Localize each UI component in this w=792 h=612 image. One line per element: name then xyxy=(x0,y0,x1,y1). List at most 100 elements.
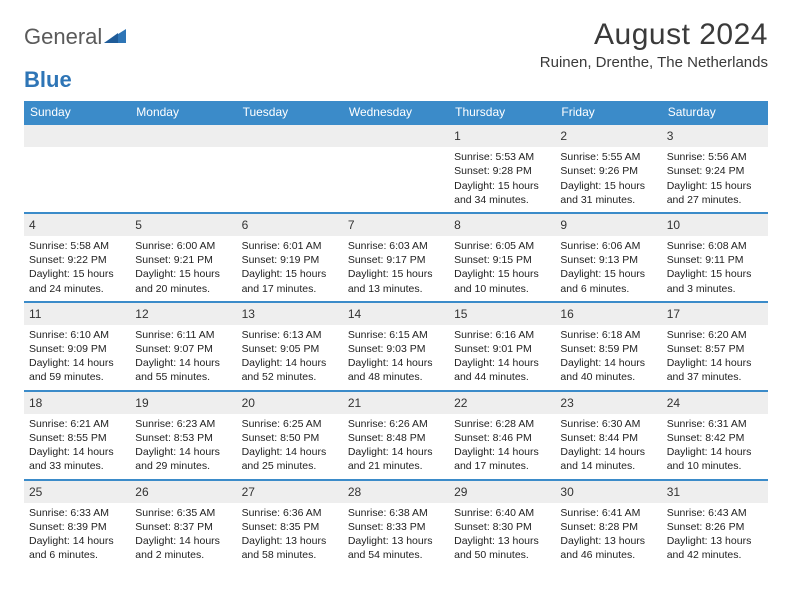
sunset-text: Sunset: 8:44 PM xyxy=(560,431,656,445)
day-cell xyxy=(24,125,130,212)
day-details: Sunrise: 6:31 AMSunset: 8:42 PMDaylight:… xyxy=(662,414,768,479)
week-row: 4Sunrise: 5:58 AMSunset: 9:22 PMDaylight… xyxy=(24,212,768,301)
calendar-page: General August 2024 Ruinen, Drenthe, The… xyxy=(0,0,792,579)
week-row: 1Sunrise: 5:53 AMSunset: 9:28 PMDaylight… xyxy=(24,123,768,212)
week-row: 18Sunrise: 6:21 AMSunset: 8:55 PMDayligh… xyxy=(24,390,768,479)
weekday-thu: Thursday xyxy=(449,101,555,123)
daylight-text: Daylight: 15 hours and 17 minutes. xyxy=(242,267,338,295)
sunrise-text: Sunrise: 6:36 AM xyxy=(242,506,338,520)
day-number: 23 xyxy=(555,392,661,414)
day-cell: 21Sunrise: 6:26 AMSunset: 8:48 PMDayligh… xyxy=(343,392,449,479)
day-details: Sunrise: 6:26 AMSunset: 8:48 PMDaylight:… xyxy=(343,414,449,479)
day-details: Sunrise: 6:10 AMSunset: 9:09 PMDaylight:… xyxy=(24,325,130,390)
daylight-text: Daylight: 15 hours and 10 minutes. xyxy=(454,267,550,295)
day-number: 9 xyxy=(555,214,661,236)
sunrise-text: Sunrise: 6:10 AM xyxy=(29,328,125,342)
day-cell: 12Sunrise: 6:11 AMSunset: 9:07 PMDayligh… xyxy=(130,303,236,390)
sunrise-text: Sunrise: 6:23 AM xyxy=(135,417,231,431)
sunset-text: Sunset: 9:11 PM xyxy=(667,253,763,267)
sunrise-text: Sunrise: 6:38 AM xyxy=(348,506,444,520)
day-details: Sunrise: 6:06 AMSunset: 9:13 PMDaylight:… xyxy=(555,236,661,301)
day-details: Sunrise: 6:23 AMSunset: 8:53 PMDaylight:… xyxy=(130,414,236,479)
sunrise-text: Sunrise: 6:16 AM xyxy=(454,328,550,342)
day-details: Sunrise: 6:30 AMSunset: 8:44 PMDaylight:… xyxy=(555,414,661,479)
day-cell: 20Sunrise: 6:25 AMSunset: 8:50 PMDayligh… xyxy=(237,392,343,479)
daylight-text: Daylight: 13 hours and 46 minutes. xyxy=(560,534,656,562)
day-cell: 25Sunrise: 6:33 AMSunset: 8:39 PMDayligh… xyxy=(24,481,130,568)
day-cell: 15Sunrise: 6:16 AMSunset: 9:01 PMDayligh… xyxy=(449,303,555,390)
daylight-text: Daylight: 15 hours and 31 minutes. xyxy=(560,179,656,207)
day-details: Sunrise: 6:33 AMSunset: 8:39 PMDaylight:… xyxy=(24,503,130,568)
day-number xyxy=(237,125,343,147)
sunrise-text: Sunrise: 6:05 AM xyxy=(454,239,550,253)
logo-blue-text: Blue xyxy=(24,67,72,93)
day-details: Sunrise: 6:15 AMSunset: 9:03 PMDaylight:… xyxy=(343,325,449,390)
week-row: 25Sunrise: 6:33 AMSunset: 8:39 PMDayligh… xyxy=(24,479,768,568)
sunset-text: Sunset: 9:22 PM xyxy=(29,253,125,267)
day-details: Sunrise: 5:56 AMSunset: 9:24 PMDaylight:… xyxy=(662,147,768,212)
day-cell: 4Sunrise: 5:58 AMSunset: 9:22 PMDaylight… xyxy=(24,214,130,301)
sunset-text: Sunset: 8:39 PM xyxy=(29,520,125,534)
sunrise-text: Sunrise: 5:53 AM xyxy=(454,150,550,164)
day-number: 25 xyxy=(24,481,130,503)
sunrise-text: Sunrise: 6:03 AM xyxy=(348,239,444,253)
sunrise-text: Sunrise: 6:13 AM xyxy=(242,328,338,342)
day-cell: 18Sunrise: 6:21 AMSunset: 8:55 PMDayligh… xyxy=(24,392,130,479)
day-cell: 23Sunrise: 6:30 AMSunset: 8:44 PMDayligh… xyxy=(555,392,661,479)
daylight-text: Daylight: 15 hours and 24 minutes. xyxy=(29,267,125,295)
day-details: Sunrise: 6:05 AMSunset: 9:15 PMDaylight:… xyxy=(449,236,555,301)
day-details: Sunrise: 6:18 AMSunset: 8:59 PMDaylight:… xyxy=(555,325,661,390)
daylight-text: Daylight: 14 hours and 52 minutes. xyxy=(242,356,338,384)
sunset-text: Sunset: 8:48 PM xyxy=(348,431,444,445)
sunrise-text: Sunrise: 6:00 AM xyxy=(135,239,231,253)
sunrise-text: Sunrise: 6:33 AM xyxy=(29,506,125,520)
sunset-text: Sunset: 8:55 PM xyxy=(29,431,125,445)
daylight-text: Daylight: 14 hours and 37 minutes. xyxy=(667,356,763,384)
sunset-text: Sunset: 9:21 PM xyxy=(135,253,231,267)
day-number: 20 xyxy=(237,392,343,414)
day-number: 24 xyxy=(662,392,768,414)
daylight-text: Daylight: 15 hours and 20 minutes. xyxy=(135,267,231,295)
sunrise-text: Sunrise: 6:18 AM xyxy=(560,328,656,342)
day-details: Sunrise: 6:28 AMSunset: 8:46 PMDaylight:… xyxy=(449,414,555,479)
day-details: Sunrise: 6:16 AMSunset: 9:01 PMDaylight:… xyxy=(449,325,555,390)
daylight-text: Daylight: 13 hours and 58 minutes. xyxy=(242,534,338,562)
sunset-text: Sunset: 9:07 PM xyxy=(135,342,231,356)
day-number: 6 xyxy=(237,214,343,236)
logo-general-text: General xyxy=(24,24,102,50)
sunset-text: Sunset: 8:42 PM xyxy=(667,431,763,445)
sunrise-text: Sunrise: 6:08 AM xyxy=(667,239,763,253)
sunset-text: Sunset: 8:28 PM xyxy=(560,520,656,534)
day-number: 19 xyxy=(130,392,236,414)
title-block: August 2024 Ruinen, Drenthe, The Netherl… xyxy=(540,18,768,71)
day-number: 5 xyxy=(130,214,236,236)
day-number: 3 xyxy=(662,125,768,147)
day-details: Sunrise: 6:13 AMSunset: 9:05 PMDaylight:… xyxy=(237,325,343,390)
daylight-text: Daylight: 14 hours and 25 minutes. xyxy=(242,445,338,473)
sunrise-text: Sunrise: 5:55 AM xyxy=(560,150,656,164)
day-details: Sunrise: 6:43 AMSunset: 8:26 PMDaylight:… xyxy=(662,503,768,568)
day-cell: 22Sunrise: 6:28 AMSunset: 8:46 PMDayligh… xyxy=(449,392,555,479)
day-details: Sunrise: 6:25 AMSunset: 8:50 PMDaylight:… xyxy=(237,414,343,479)
day-number: 17 xyxy=(662,303,768,325)
day-number: 21 xyxy=(343,392,449,414)
day-cell xyxy=(343,125,449,212)
sunset-text: Sunset: 9:01 PM xyxy=(454,342,550,356)
day-cell: 11Sunrise: 6:10 AMSunset: 9:09 PMDayligh… xyxy=(24,303,130,390)
daylight-text: Daylight: 14 hours and 59 minutes. xyxy=(29,356,125,384)
day-cell: 1Sunrise: 5:53 AMSunset: 9:28 PMDaylight… xyxy=(449,125,555,212)
daylight-text: Daylight: 13 hours and 54 minutes. xyxy=(348,534,444,562)
sunrise-text: Sunrise: 6:31 AM xyxy=(667,417,763,431)
day-details: Sunrise: 5:55 AMSunset: 9:26 PMDaylight:… xyxy=(555,147,661,212)
day-number: 14 xyxy=(343,303,449,325)
day-details: Sunrise: 6:03 AMSunset: 9:17 PMDaylight:… xyxy=(343,236,449,301)
sunrise-text: Sunrise: 6:20 AM xyxy=(667,328,763,342)
sunset-text: Sunset: 9:09 PM xyxy=(29,342,125,356)
sunset-text: Sunset: 8:53 PM xyxy=(135,431,231,445)
day-number: 18 xyxy=(24,392,130,414)
daylight-text: Daylight: 13 hours and 42 minutes. xyxy=(667,534,763,562)
sunset-text: Sunset: 8:57 PM xyxy=(667,342,763,356)
sunrise-text: Sunrise: 6:41 AM xyxy=(560,506,656,520)
logo-triangle-icon xyxy=(104,27,126,48)
day-cell: 27Sunrise: 6:36 AMSunset: 8:35 PMDayligh… xyxy=(237,481,343,568)
